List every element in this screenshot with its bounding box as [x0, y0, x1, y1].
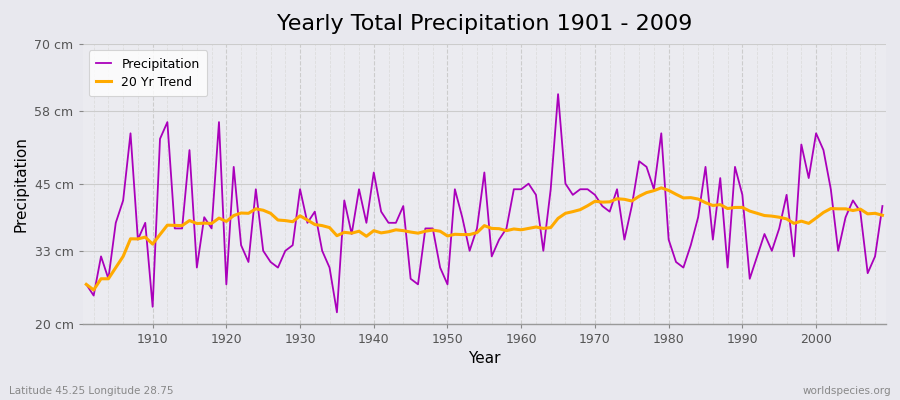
Y-axis label: Precipitation: Precipitation	[14, 136, 29, 232]
Legend: Precipitation, 20 Yr Trend: Precipitation, 20 Yr Trend	[89, 50, 207, 96]
Line: 20 Yr Trend: 20 Yr Trend	[86, 188, 882, 290]
X-axis label: Year: Year	[468, 351, 500, 366]
Precipitation	[553, 92, 563, 96]
20 Yr Trend	[523, 226, 534, 231]
Text: Latitude 45.25 Longitude 28.75: Latitude 45.25 Longitude 28.75	[9, 386, 174, 396]
Precipitation	[302, 220, 313, 225]
Line: Precipitation: Precipitation	[86, 94, 882, 312]
Precipitation	[331, 310, 342, 315]
20 Yr Trend	[81, 282, 92, 287]
20 Yr Trend	[148, 242, 158, 246]
Precipitation	[619, 237, 630, 242]
Title: Yearly Total Precipitation 1901 - 2009: Yearly Total Precipitation 1901 - 2009	[276, 14, 692, 34]
20 Yr Trend	[310, 222, 320, 227]
20 Yr Trend	[656, 186, 667, 190]
20 Yr Trend	[877, 213, 887, 218]
Precipitation	[354, 187, 364, 192]
Precipitation	[140, 220, 150, 225]
Precipitation	[523, 181, 534, 186]
20 Yr Trend	[516, 228, 526, 232]
Text: worldspecies.org: worldspecies.org	[803, 386, 891, 396]
20 Yr Trend	[354, 229, 364, 234]
Precipitation	[81, 282, 92, 287]
Precipitation	[877, 204, 887, 208]
Precipitation	[516, 187, 526, 192]
20 Yr Trend	[612, 196, 623, 201]
20 Yr Trend	[88, 288, 99, 292]
